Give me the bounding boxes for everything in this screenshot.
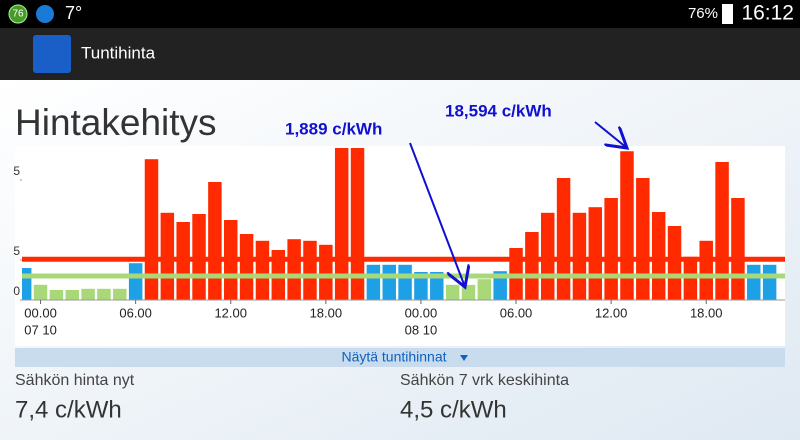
x-tick-label: 18.00 — [690, 305, 723, 320]
bar — [588, 207, 603, 300]
bar — [667, 226, 682, 300]
bar — [65, 290, 79, 300]
bar — [97, 288, 111, 300]
bar — [208, 182, 222, 300]
annotation: 18,594 c/kWh — [445, 101, 552, 120]
bar — [398, 264, 412, 300]
toggle-label[interactable]: Näytä tuntihinnat — [341, 349, 446, 365]
x-tick-label: 18.00 — [310, 305, 343, 320]
bar — [33, 284, 48, 300]
bar — [239, 234, 254, 300]
bar — [303, 240, 317, 300]
bar — [287, 239, 301, 300]
x-tick-label: 06.00 — [119, 305, 152, 320]
bar — [477, 279, 492, 300]
bar — [49, 290, 64, 300]
bar — [366, 264, 381, 300]
stat-label: Sähkön 7 vrk keskihinta — [400, 372, 569, 389]
plot — [22, 148, 785, 300]
y-tick-label: 0 — [13, 284, 20, 298]
toggle-arrow — [460, 355, 468, 361]
bar — [22, 268, 32, 300]
bar — [540, 212, 555, 300]
annotation: 1,889 c/kWh — [285, 119, 382, 138]
app-icon[interactable] — [33, 35, 71, 73]
y-tick-label: 5 — [13, 164, 20, 178]
x-tick-label: 06.00 — [500, 305, 533, 320]
bar — [414, 272, 428, 300]
bar — [636, 178, 650, 300]
annotation-arrow — [594, 121, 627, 148]
battery-icon — [722, 4, 733, 24]
bar — [382, 264, 396, 300]
app-title: Tuntihinta — [81, 43, 156, 62]
bar — [731, 198, 745, 300]
x-date-label: 07 10 — [24, 322, 57, 337]
toggle-bar[interactable] — [15, 348, 785, 367]
badge: 76 — [12, 9, 24, 20]
x-tick-label: 00.00 — [405, 305, 438, 320]
heading: Hintakehitys — [15, 102, 217, 143]
bar — [747, 264, 761, 300]
bar — [556, 178, 571, 300]
time: 16:12 — [741, 2, 794, 25]
status-bar — [0, 0, 800, 28]
bar — [651, 212, 666, 300]
x-tick-label: 12.00 — [214, 305, 247, 320]
bar — [160, 212, 175, 300]
bar — [620, 151, 634, 300]
bar — [81, 288, 95, 300]
annotation-arrow — [409, 142, 465, 287]
battery: 76% — [688, 5, 718, 22]
bar — [430, 272, 444, 300]
bar — [525, 232, 539, 300]
bar — [255, 240, 270, 300]
bar — [715, 162, 729, 300]
stat-value: 4,5 c/kWh — [400, 396, 507, 423]
bar — [319, 244, 333, 300]
x-tick-label: 12.00 — [595, 305, 628, 320]
x-tick-label: 00.00 — [24, 305, 57, 320]
bar — [113, 288, 127, 300]
temperature: 7° — [65, 3, 82, 23]
bar — [128, 263, 143, 300]
bar — [445, 284, 460, 300]
bar — [334, 148, 349, 300]
badge-icon — [8, 4, 28, 24]
s-icon — [36, 5, 54, 23]
y-tick-label: 5 — [13, 244, 20, 258]
stat-label: Sähkön hinta nyt — [15, 372, 135, 389]
bar — [350, 148, 365, 300]
x-date-label: 08 10 — [405, 322, 438, 337]
stat-value: 7,4 c/kWh — [15, 396, 122, 423]
chart: 0 5 5 00.00 06.00 12.00 18.00 00.00 06.00 12.00 18… — [13, 148, 785, 337]
bar — [762, 264, 777, 300]
bar — [572, 212, 587, 300]
bar — [461, 284, 476, 300]
bar — [604, 198, 618, 300]
bar — [699, 240, 713, 300]
app-bar — [0, 28, 800, 80]
bar — [144, 159, 159, 300]
